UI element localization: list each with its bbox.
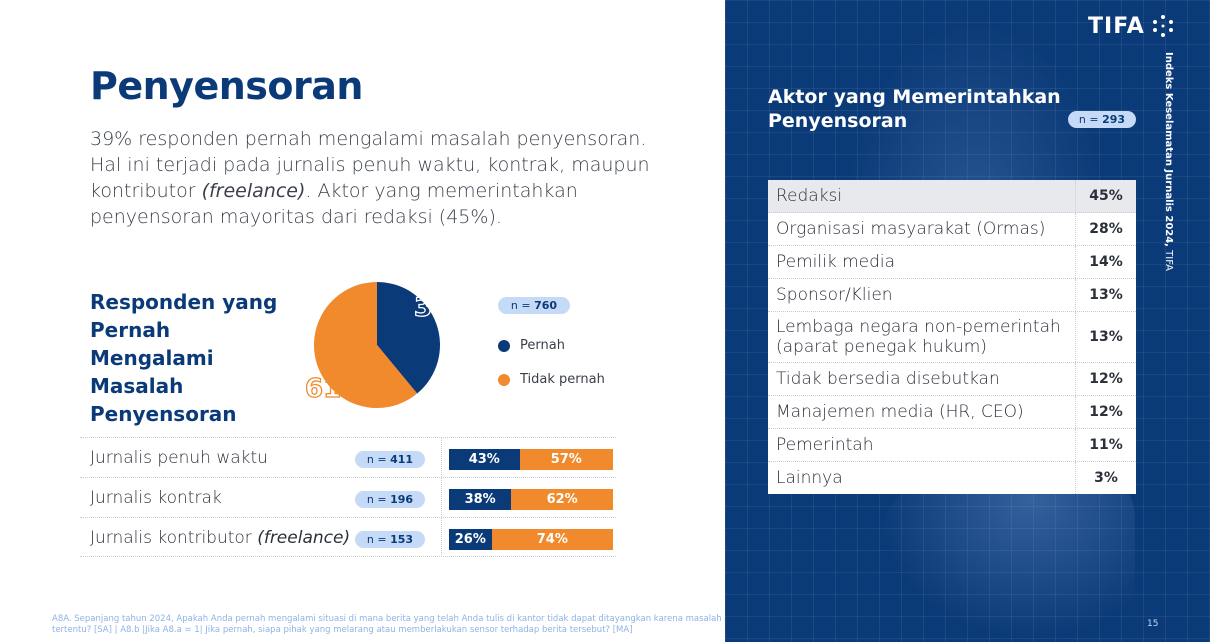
actor-name: Sponsor/Klien	[768, 279, 1076, 311]
actor-percentage: 3%	[1094, 470, 1118, 486]
bar-segment-tidak-pernah: 57%	[519, 449, 613, 470]
legend-label: Tidak pernah	[520, 372, 605, 387]
legend-item-tidak-pernah: Tidak pernah	[498, 372, 605, 387]
stacked-bar: 26% 74%	[449, 529, 613, 550]
pie-n-badge: n = 760	[498, 297, 570, 314]
tifa-logo: TIFA	[1088, 14, 1145, 39]
actor-percentage: 11%	[1089, 437, 1123, 453]
actor-name: Pemerintah	[768, 429, 1076, 461]
legend-item-pernah: Pernah	[498, 338, 565, 353]
table-row: Jurnalis kontrak n = 196 38% 62%	[80, 477, 616, 517]
table-row: Lainnya 3%	[768, 462, 1136, 494]
row-label: Jurnalis penuh waktu	[90, 448, 268, 468]
table-row: Jurnalis kontributor (freelance) n = 153 2…	[80, 517, 616, 557]
table-row: Tidak bersedia disebutkan 12%	[768, 363, 1136, 396]
bar-segment-pernah: 43%	[449, 449, 520, 470]
actor-n-prefix: n =	[1078, 113, 1103, 126]
pie-chart	[314, 282, 441, 408]
legend-dot-icon	[498, 339, 510, 352]
actor-percentage: 45%	[1089, 188, 1123, 204]
report-name: Indeks Keselamatan Jurnalis 2024,	[1163, 52, 1174, 247]
actor-name: Tidak bersedia disebutkan	[768, 363, 1076, 395]
actor-n-value: 293	[1102, 113, 1126, 126]
actor-percentage: 12%	[1089, 404, 1123, 420]
legend-label: Pernah	[520, 338, 565, 353]
table-row: Pemilik media 14%	[768, 246, 1136, 279]
actor-n-badge: n = 293	[1068, 111, 1136, 128]
actor-name: Pemilik media	[768, 246, 1076, 278]
table-row: Pemerintah 11%	[768, 429, 1136, 462]
table-row: Jurnalis penuh waktu n = 411 43% 57%	[80, 437, 616, 477]
row-n-badge: n = 153	[355, 531, 425, 548]
actor-name: Manajemen media (HR, CEO)	[768, 396, 1076, 428]
table-row: Redaksi 45%	[768, 180, 1136, 213]
pie-slice-pernah	[377, 282, 441, 394]
lead-paragraph: 39% responden pernah mengalami masalah p…	[90, 126, 660, 230]
actor-name: Organisasi masyarakat (Ormas)	[768, 213, 1076, 245]
actor-name: Redaksi	[768, 180, 1076, 212]
actor-percentage: 12%	[1089, 371, 1123, 387]
stacked-bar-table: Jurnalis penuh waktu n = 411 43% 57% Jurnali…	[80, 437, 616, 557]
table-row: Sponsor/Klien 13%	[768, 279, 1136, 312]
pie-label-pernah: 39%	[413, 292, 477, 323]
pie-n-value: 760	[534, 299, 558, 312]
footnote: A8A. Sepanjang tahun 2024, Apakah Anda p…	[52, 614, 815, 635]
actor-name: Lembaga negara non-pemerintah (aparat pe…	[768, 312, 1076, 362]
bar-segment-tidak-pernah: 62%	[511, 489, 613, 510]
pie-slice-tidak-pernah	[314, 282, 418, 408]
actor-percentage: 14%	[1089, 254, 1123, 270]
row-label-italic: (freelance)	[257, 528, 351, 548]
row-label: Jurnalis kontributor (freelance)	[90, 528, 351, 548]
pie-label-tidak-pernah: 61%	[304, 373, 368, 404]
row-n-badge: n = 196	[355, 491, 425, 508]
table-row: Lembaga negara non-pemerintah (aparat pe…	[768, 312, 1136, 363]
actor-percentage: 28%	[1089, 221, 1123, 237]
left-panel: Penyensoran 39% responden pernah mengala…	[52, 64, 815, 635]
actor-table: Redaksi 45% Organisasi masyarakat (Ormas) 2…	[768, 180, 1136, 494]
actor-name: Lainnya	[768, 462, 1076, 494]
bar-segment-pernah: 38%	[449, 489, 512, 510]
column-divider	[441, 437, 442, 557]
bar-segment-pernah: 26%	[449, 529, 492, 550]
report-org: TIFA	[1163, 247, 1174, 271]
actor-percentage: 13%	[1089, 329, 1123, 345]
legend-dot-icon	[498, 373, 510, 386]
lead-text-italic: (freelance)	[201, 180, 306, 202]
stacked-bar: 43% 57%	[449, 449, 613, 470]
pie-n-prefix: n =	[510, 299, 535, 312]
actor-percentage: 13%	[1089, 287, 1123, 303]
table-row: Manajemen media (HR, CEO) 12%	[768, 396, 1136, 429]
bar-segment-tidak-pernah: 74%	[491, 529, 613, 550]
lead-text-before: 39% responden pernah mengalami masalah p…	[90, 128, 650, 202]
lead-text-after: . Aktor yang memerintahkan penyensoran m…	[90, 180, 578, 228]
actor-section-title: Aktor yang Memerintahkan Penyensoran	[768, 86, 1061, 132]
page-number: 15	[1147, 619, 1159, 629]
table-row: Organisasi masyarakat (Ormas) 28%	[768, 213, 1136, 246]
tifa-dots-icon	[1153, 15, 1173, 37]
page-title: Penyensoran	[90, 64, 363, 108]
report-vertical-caption: Indeks Keselamatan Jurnalis 2024, TIFA	[1163, 52, 1174, 271]
pie-chart-title: Responden yang Pernah Mengalami Masalah …	[90, 290, 278, 426]
row-label: Jurnalis kontrak	[90, 488, 222, 508]
row-n-badge: n = 411	[355, 451, 425, 468]
stacked-bar: 38% 62%	[449, 489, 613, 510]
